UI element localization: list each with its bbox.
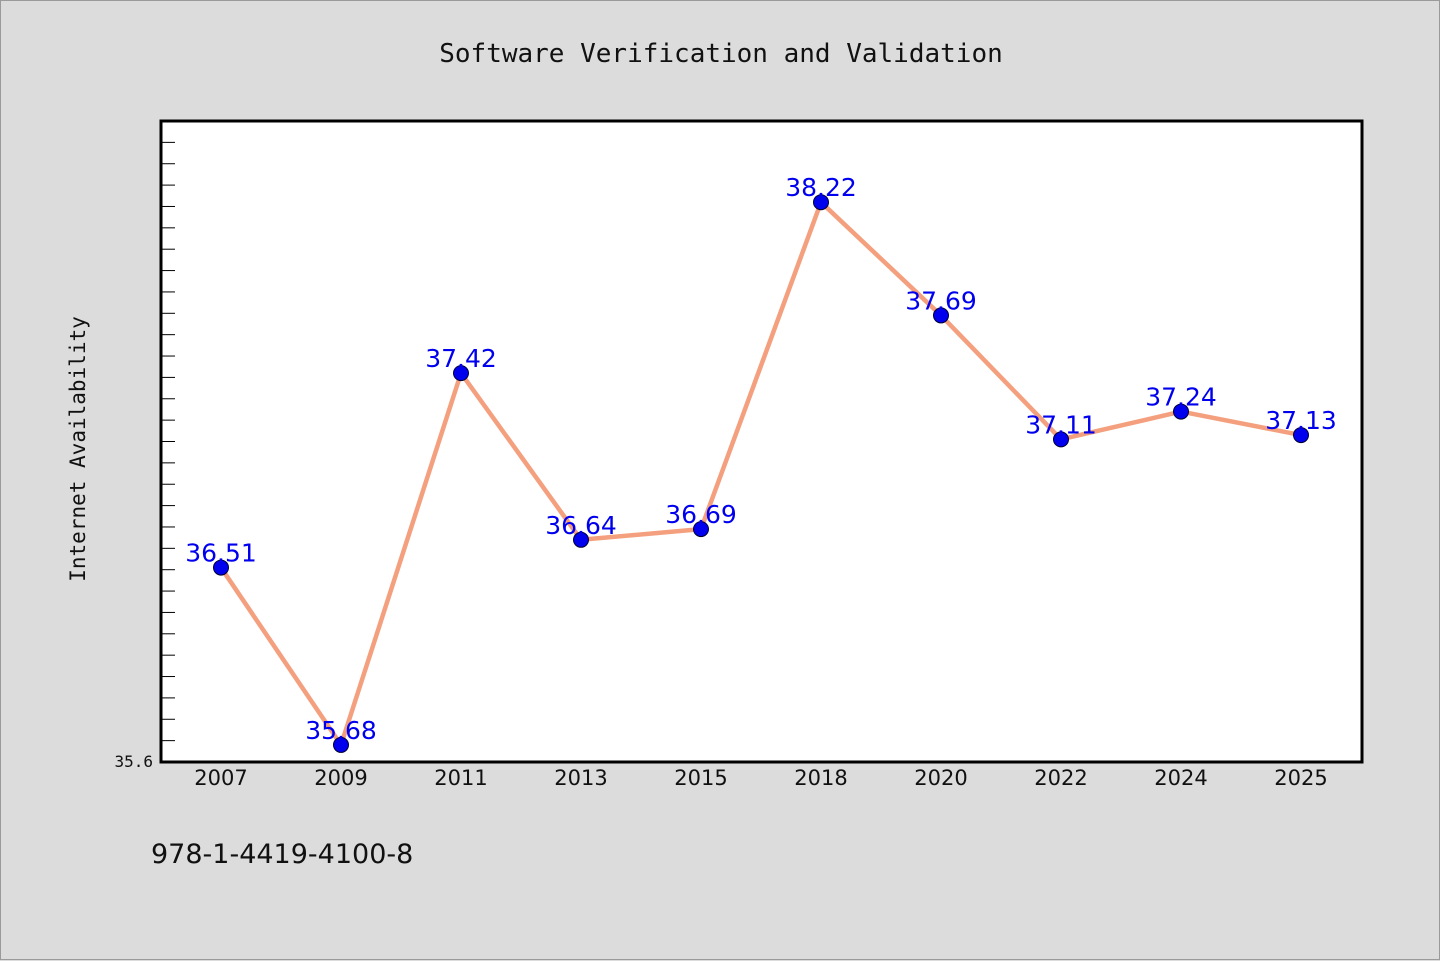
- data-point-marker: [213, 559, 229, 576]
- data-label: 37.13: [1265, 406, 1337, 435]
- data-label: 37.42: [425, 344, 497, 373]
- data-label: 36.69: [665, 500, 737, 529]
- plot-border: [159, 119, 1364, 764]
- series-line-group: [218, 199, 1304, 748]
- x-tick-label: 2011: [434, 766, 487, 790]
- data-point-marker: [333, 736, 349, 753]
- data-point-marker: [933, 307, 949, 324]
- x-tick-label: 2015: [674, 766, 727, 790]
- data-point-marker: [813, 194, 829, 211]
- series-line: [218, 199, 1304, 748]
- x-tick-label: 2025: [1274, 766, 1327, 790]
- data-point-marker: [1293, 427, 1309, 444]
- isbn-text: 978-1-4419-4100-8: [151, 839, 413, 870]
- data-label: 36.64: [545, 511, 617, 540]
- data-label: 37.69: [905, 286, 977, 315]
- x-tick-label: 2009: [314, 766, 367, 790]
- data-label: 35.68: [305, 716, 377, 745]
- data-label: 37.24: [1145, 383, 1217, 412]
- y-axis-label: Internet Availability: [66, 316, 90, 582]
- y-tick-label: 35.6: [114, 752, 153, 771]
- data-label: 37.11: [1025, 410, 1097, 439]
- x-tick-label: 2022: [1034, 766, 1087, 790]
- x-tick-label: 2020: [914, 766, 967, 790]
- data-label: 36.51: [185, 539, 257, 568]
- data-point-marker: [1173, 403, 1189, 420]
- x-tick-label: 2018: [794, 766, 847, 790]
- data-label: 38.22: [785, 173, 857, 202]
- x-tick-label: 2024: [1154, 766, 1207, 790]
- y-axis-ticks: 35.6: [114, 141, 175, 771]
- x-axis-tick-labels: 2007 2009 2011 2013 2015 2018 2020 2022 2024 2025: [194, 766, 1327, 790]
- data-point-marker: [573, 531, 589, 548]
- data-point-marker: [693, 521, 709, 538]
- data-markers: [213, 194, 1309, 753]
- chart-title: Software Verification and Validation: [439, 39, 1003, 69]
- plot-area: [161, 121, 1362, 762]
- data-point-marker: [453, 365, 469, 382]
- data-labels: 36.51 35.68 37.42 36.64 36.69 38.22 37.69 37.11…: [185, 173, 1337, 745]
- x-tick-label: 2007: [194, 766, 247, 790]
- x-tick-label: 2013: [554, 766, 607, 790]
- data-point-marker: [1053, 431, 1069, 448]
